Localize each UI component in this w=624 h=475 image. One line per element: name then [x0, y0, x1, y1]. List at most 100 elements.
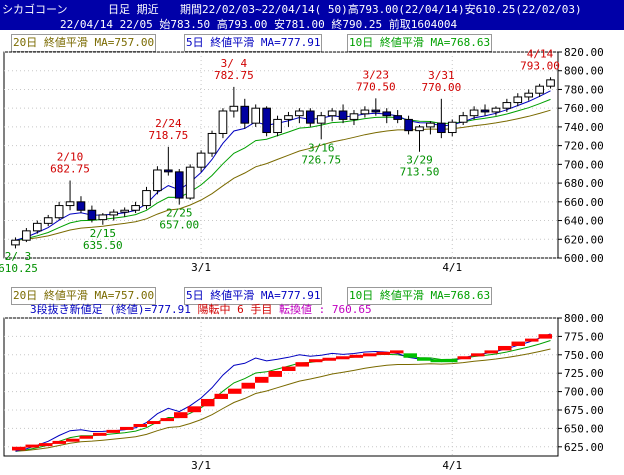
newvalue-bar-up — [295, 362, 309, 367]
newvalue-bar-up — [39, 443, 53, 447]
newvalue-y-tick-label: 725.00 — [564, 367, 604, 380]
candle-up — [185, 166, 195, 199]
candle-up — [207, 132, 217, 154]
newvalue-bar-down — [430, 359, 444, 363]
newvalue-y-tick-label: 750.00 — [564, 349, 604, 362]
newvalue-y-tick-label: 650.00 — [564, 422, 604, 435]
candle-up — [65, 201, 75, 207]
candle-up — [153, 169, 162, 192]
newvalue-bar-up — [457, 356, 471, 360]
high-annotation-date: 2/10 — [57, 151, 84, 164]
ma20-line — [15, 109, 551, 241]
price-plot-frame — [3, 51, 559, 259]
price-y-tick-label: 700.00 — [564, 158, 604, 171]
candle-up — [458, 115, 468, 123]
price-y-tick-label: 740.00 — [564, 121, 604, 134]
candle-up — [196, 152, 206, 168]
newvalue-bar-up — [282, 366, 296, 371]
high-annotation-date: 3/ 4 — [221, 57, 248, 70]
newvalue-y-tick-label: 700.00 — [564, 386, 604, 399]
newvalue-y-tick-label: 625.00 — [564, 441, 604, 454]
newvalue-bar-up — [106, 429, 120, 433]
candle-up — [295, 110, 304, 117]
low-annotation-date: 3/29 — [406, 154, 433, 167]
candle-down — [76, 201, 86, 211]
newvalue-y-tick-label: 800.00 — [564, 312, 604, 325]
price-y-tick-label: 680.00 — [564, 177, 604, 190]
price-y-tick-label: 800.00 — [564, 65, 604, 78]
ohlc-info-bar: 22/04/14 22/05 始783.50 高793.00 安781.00 終… — [0, 16, 624, 31]
candle-up — [98, 214, 108, 221]
newvalue-bar-up — [498, 345, 512, 351]
high-annotation-value: 682.75 — [50, 163, 90, 176]
candle-down — [338, 110, 348, 120]
newvalue-bar-up — [376, 351, 390, 355]
candle-down — [87, 209, 97, 221]
legend-ma20-lower: 20日 終値平滑 MA=757.00 — [11, 287, 157, 305]
price-y-tick-label: 620.00 — [564, 233, 604, 246]
high-annotation-value: 793.00 — [520, 59, 560, 72]
candle-up — [11, 239, 20, 246]
price-x-tick-label: 3/1 — [191, 261, 211, 274]
low-annotation-value: 635.50 — [83, 239, 123, 252]
newvalue-bar-up — [25, 444, 39, 448]
candle-up — [120, 209, 129, 213]
ma20-line-lower — [15, 348, 551, 452]
newvalue-bar-up — [133, 423, 147, 427]
newvalue-bar-up — [484, 350, 498, 354]
candle-down — [262, 107, 271, 134]
newvalue-bar-up — [241, 382, 255, 389]
candle-up — [273, 118, 282, 134]
low-annotation-date: 3/16 — [308, 141, 335, 154]
candle-up — [535, 85, 544, 94]
candle-down — [240, 105, 250, 124]
low-annotation-date: 2/15 — [90, 227, 117, 240]
legend-ma10-lower: 10日 終値平滑 MA=768.63 — [347, 287, 493, 305]
candle-down — [393, 115, 402, 120]
newvalue-bar-up — [174, 412, 188, 419]
newvalue-bar-up — [66, 438, 80, 442]
title-bar: シカゴコーン 日足 期近 期間22/02/03~22/04/14( 50)高79… — [0, 0, 624, 16]
newvalue-bar-up — [52, 440, 66, 444]
newvalue-bar-up — [268, 370, 282, 377]
low-annotation-date: 2/ 3 — [5, 250, 32, 263]
high-annotation-date: 2/24 — [155, 117, 182, 130]
newvalue-bar-up — [511, 341, 525, 346]
candle-up — [142, 190, 151, 207]
candle-up — [32, 222, 42, 232]
ohlc-info-text: 22/04/14 22/05 始783.50 高793.00 安781.00 終… — [60, 18, 458, 31]
candle-up — [426, 122, 435, 128]
candle-up — [349, 113, 359, 120]
high-annotation-value: 770.50 — [356, 80, 396, 93]
newvalue-x-tick-label: 4/1 — [442, 459, 462, 472]
newvalue-bar-down — [444, 359, 458, 363]
candle-down — [305, 110, 315, 124]
candle-up — [469, 109, 479, 117]
candle-up — [513, 96, 523, 104]
candle-up — [360, 109, 370, 115]
candle-up — [109, 211, 119, 216]
newvalue-y-tick-label: 775.00 — [564, 330, 604, 343]
newvalue-bar-up — [160, 418, 174, 422]
high-annotation-date: 3/31 — [428, 69, 455, 82]
newvalue-bar-up — [187, 406, 201, 413]
newvalue-bar-up — [525, 338, 539, 342]
high-annotation-value: 782.75 — [214, 69, 254, 82]
newvalue-x-tick-label: 3/1 — [191, 459, 211, 472]
price-y-tick-label: 600.00 — [564, 252, 604, 265]
low-annotation-date: 2/25 — [166, 207, 193, 220]
reversal-value: 転換値 : 760.65 — [278, 303, 372, 316]
candle-down — [437, 122, 446, 134]
newvalue-bar-down — [417, 357, 431, 361]
newvalue-bar-down — [403, 353, 417, 358]
high-annotation-date: 3/23 — [363, 68, 390, 81]
legend-ma5-lower: 5日 終値平滑 MA=777.91 — [184, 287, 323, 305]
trend-status: 陽転中 — [197, 303, 231, 316]
candle-up — [251, 107, 261, 124]
candle-down — [480, 109, 490, 113]
newvalue-bar-up — [201, 398, 215, 407]
newvalue-bar-up — [255, 376, 269, 383]
price-y-tick-label: 720.00 — [564, 140, 604, 153]
candle-down — [382, 111, 392, 117]
newvalue-bar-up — [93, 432, 107, 436]
